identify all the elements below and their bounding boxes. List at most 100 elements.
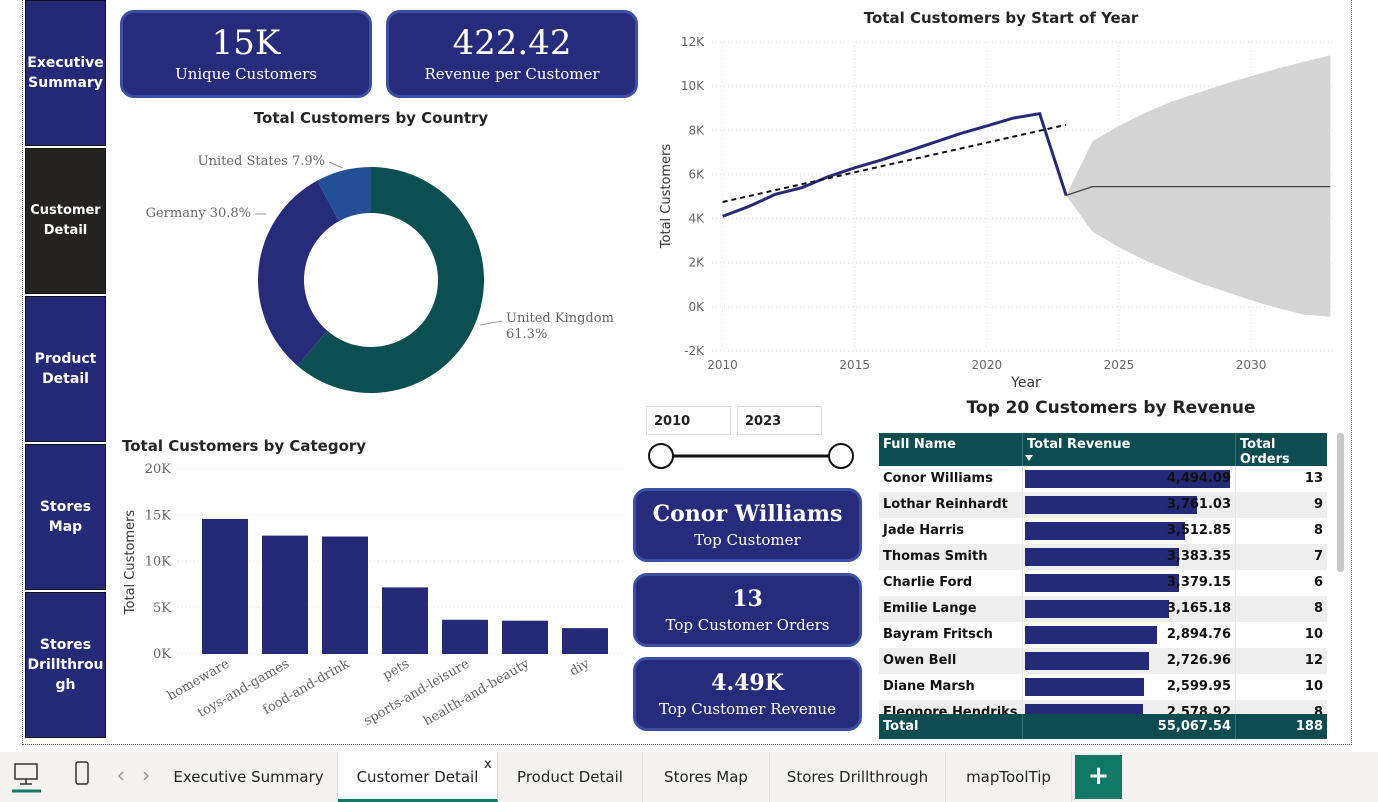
cell-orders: 8	[1235, 700, 1327, 714]
slicer-start[interactable]: 2010	[646, 406, 731, 435]
cell-orders: 8	[1235, 596, 1327, 622]
x-tick-label: diy	[567, 656, 592, 679]
donut-slice	[297, 167, 485, 393]
slider-handle[interactable]	[828, 443, 854, 469]
y-tick-label: 5K	[153, 601, 171, 616]
cell-orders: 6	[1235, 570, 1327, 596]
kpi-label: Unique Customers	[175, 65, 317, 83]
y-tick-label: 10K	[681, 79, 705, 93]
add-tab[interactable]: +	[1075, 755, 1122, 799]
chart-title: Total Customers by Start of Year	[864, 9, 1139, 27]
data-bar	[1025, 704, 1143, 714]
cell-orders: 8	[1235, 518, 1327, 544]
slider-handle[interactable]	[648, 443, 674, 469]
data-bar	[1025, 470, 1230, 488]
data-label: United States 7.9%	[198, 154, 325, 169]
revenue-label: 2,894.76	[1166, 627, 1231, 642]
kpi-value: Conor Williams	[652, 501, 843, 527]
revenue-label: 3,383.35	[1166, 549, 1231, 564]
cell-orders: 12	[1235, 648, 1327, 674]
nav-button[interactable]: Executive Summary	[25, 0, 106, 146]
category-label: Germany	[146, 206, 207, 221]
kpi-card: Conor Williams Top Customer	[633, 488, 862, 562]
table-body: Conor Williams 4,494.09 13 Lothar Reinhardt…	[879, 466, 1327, 714]
data-bar	[1025, 626, 1158, 644]
nav-button[interactable]: Stores Map	[25, 444, 106, 590]
cell-orders: 9	[1235, 492, 1327, 518]
total-label: Total	[883, 719, 919, 734]
bar	[502, 620, 548, 654]
cell-revenue: 3,379.15	[1022, 570, 1235, 596]
data-bar	[1025, 652, 1150, 670]
y-tick-label: 8K	[688, 123, 705, 137]
cell-revenue: 3,512.85	[1022, 518, 1235, 544]
page-tab[interactable]: mapToolTip	[946, 752, 1072, 802]
category-label: United Kingdom	[506, 311, 614, 326]
data-label: Germany 30.8%	[146, 206, 251, 221]
y-tick-label: 12K	[681, 35, 705, 49]
kpi-value: 422.42	[452, 23, 572, 63]
cell-name: Thomas Smith	[883, 549, 988, 564]
page-tab[interactable]: Stores Drillthrough	[770, 752, 946, 802]
table-row: Conor Williams 4,494.09 13	[879, 466, 1327, 492]
revenue-label: 3,761.03	[1166, 497, 1231, 512]
chart-title: Total Customers by Country	[254, 109, 489, 127]
cell-revenue: 2,726.96	[1022, 648, 1235, 674]
view-icons	[12, 761, 150, 793]
scrollbar[interactable]	[1337, 433, 1344, 572]
sort-arrow	[1025, 455, 1033, 461]
kpi-label: Top Customer Orders	[665, 616, 830, 634]
page-tab[interactable]: Product Detail	[498, 752, 643, 802]
slicer-end[interactable]: 2023	[737, 406, 822, 435]
table-row: Jade Harris 3,512.85 8	[879, 518, 1327, 544]
nav-button[interactable]: Stores Drillthrough	[25, 592, 106, 738]
x-tick-label: 2025	[1104, 358, 1135, 372]
nav-button[interactable]: Customer Detail	[25, 148, 106, 294]
tab-close[interactable]: x	[484, 757, 492, 772]
bar	[382, 587, 428, 654]
y-tick-label: 4K	[688, 212, 705, 226]
data-label: United Kingdom 61.3%	[506, 311, 614, 342]
x-tick-label: 2015	[839, 358, 870, 372]
kpi-card: 4.49K Top Customer Revenue	[633, 657, 862, 731]
revenue-label: 2,578.92	[1166, 705, 1231, 714]
page-tab[interactable]: Stores Map	[643, 752, 770, 802]
y-axis-title: Total Customers	[659, 144, 674, 250]
table-row: Eleonore Hendriks 2,578.92 8	[879, 700, 1327, 714]
page-tab[interactable]: Executive Summary	[160, 752, 338, 802]
x-tick-label: 2020	[972, 358, 1003, 372]
series-line	[722, 112, 1068, 218]
column-header[interactable]: Total Orders	[1235, 433, 1327, 467]
y-axis-title: Total Customers	[123, 510, 138, 616]
table-title: Top 20 Customers by Revenue	[966, 398, 1256, 418]
revenue-label: 3,165.18	[1166, 601, 1231, 616]
nav-button[interactable]: Product Detail	[25, 296, 106, 442]
kpi-value: 13	[732, 586, 763, 612]
table-row: Thomas Smith 3,383.35 7	[879, 544, 1327, 570]
y-tick-label: 0K	[153, 647, 171, 662]
data-bar	[1025, 496, 1197, 514]
total-orders: 188	[1235, 714, 1327, 739]
cell-orders: 10	[1235, 674, 1327, 700]
kpi-label: Revenue per Customer	[424, 65, 600, 83]
total-revenue: 55,067.54	[1022, 714, 1235, 739]
kpi-card: 422.42 Revenue per Customer	[386, 10, 638, 98]
column-header[interactable]: Total Revenue	[1022, 433, 1235, 466]
table-row: Emilie Lange 3,165.18 8	[879, 596, 1327, 622]
cell-name: Charlie Ford	[883, 575, 973, 590]
page-tab[interactable]: Customer Detail	[338, 752, 498, 802]
table-row: Diane Marsh 2,599.95 10	[879, 674, 1327, 700]
bar	[262, 535, 308, 654]
chart-title: Total Customers by Category	[122, 437, 366, 455]
cell-revenue: 3,383.35	[1022, 544, 1235, 570]
value-label: 30.8%	[210, 206, 251, 221]
x-tick-label: pets	[380, 656, 412, 683]
table-row: Charlie Ford 3,379.15 6	[879, 570, 1327, 596]
cell-name: Conor Williams	[883, 471, 993, 486]
cell-revenue: 2,599.95	[1022, 674, 1235, 700]
cell-name: Jade Harris	[883, 523, 964, 538]
y-tick-label: 0K	[688, 300, 705, 314]
x-tick-label: 2010	[707, 358, 738, 372]
column-header[interactable]: Full Name	[883, 437, 956, 452]
